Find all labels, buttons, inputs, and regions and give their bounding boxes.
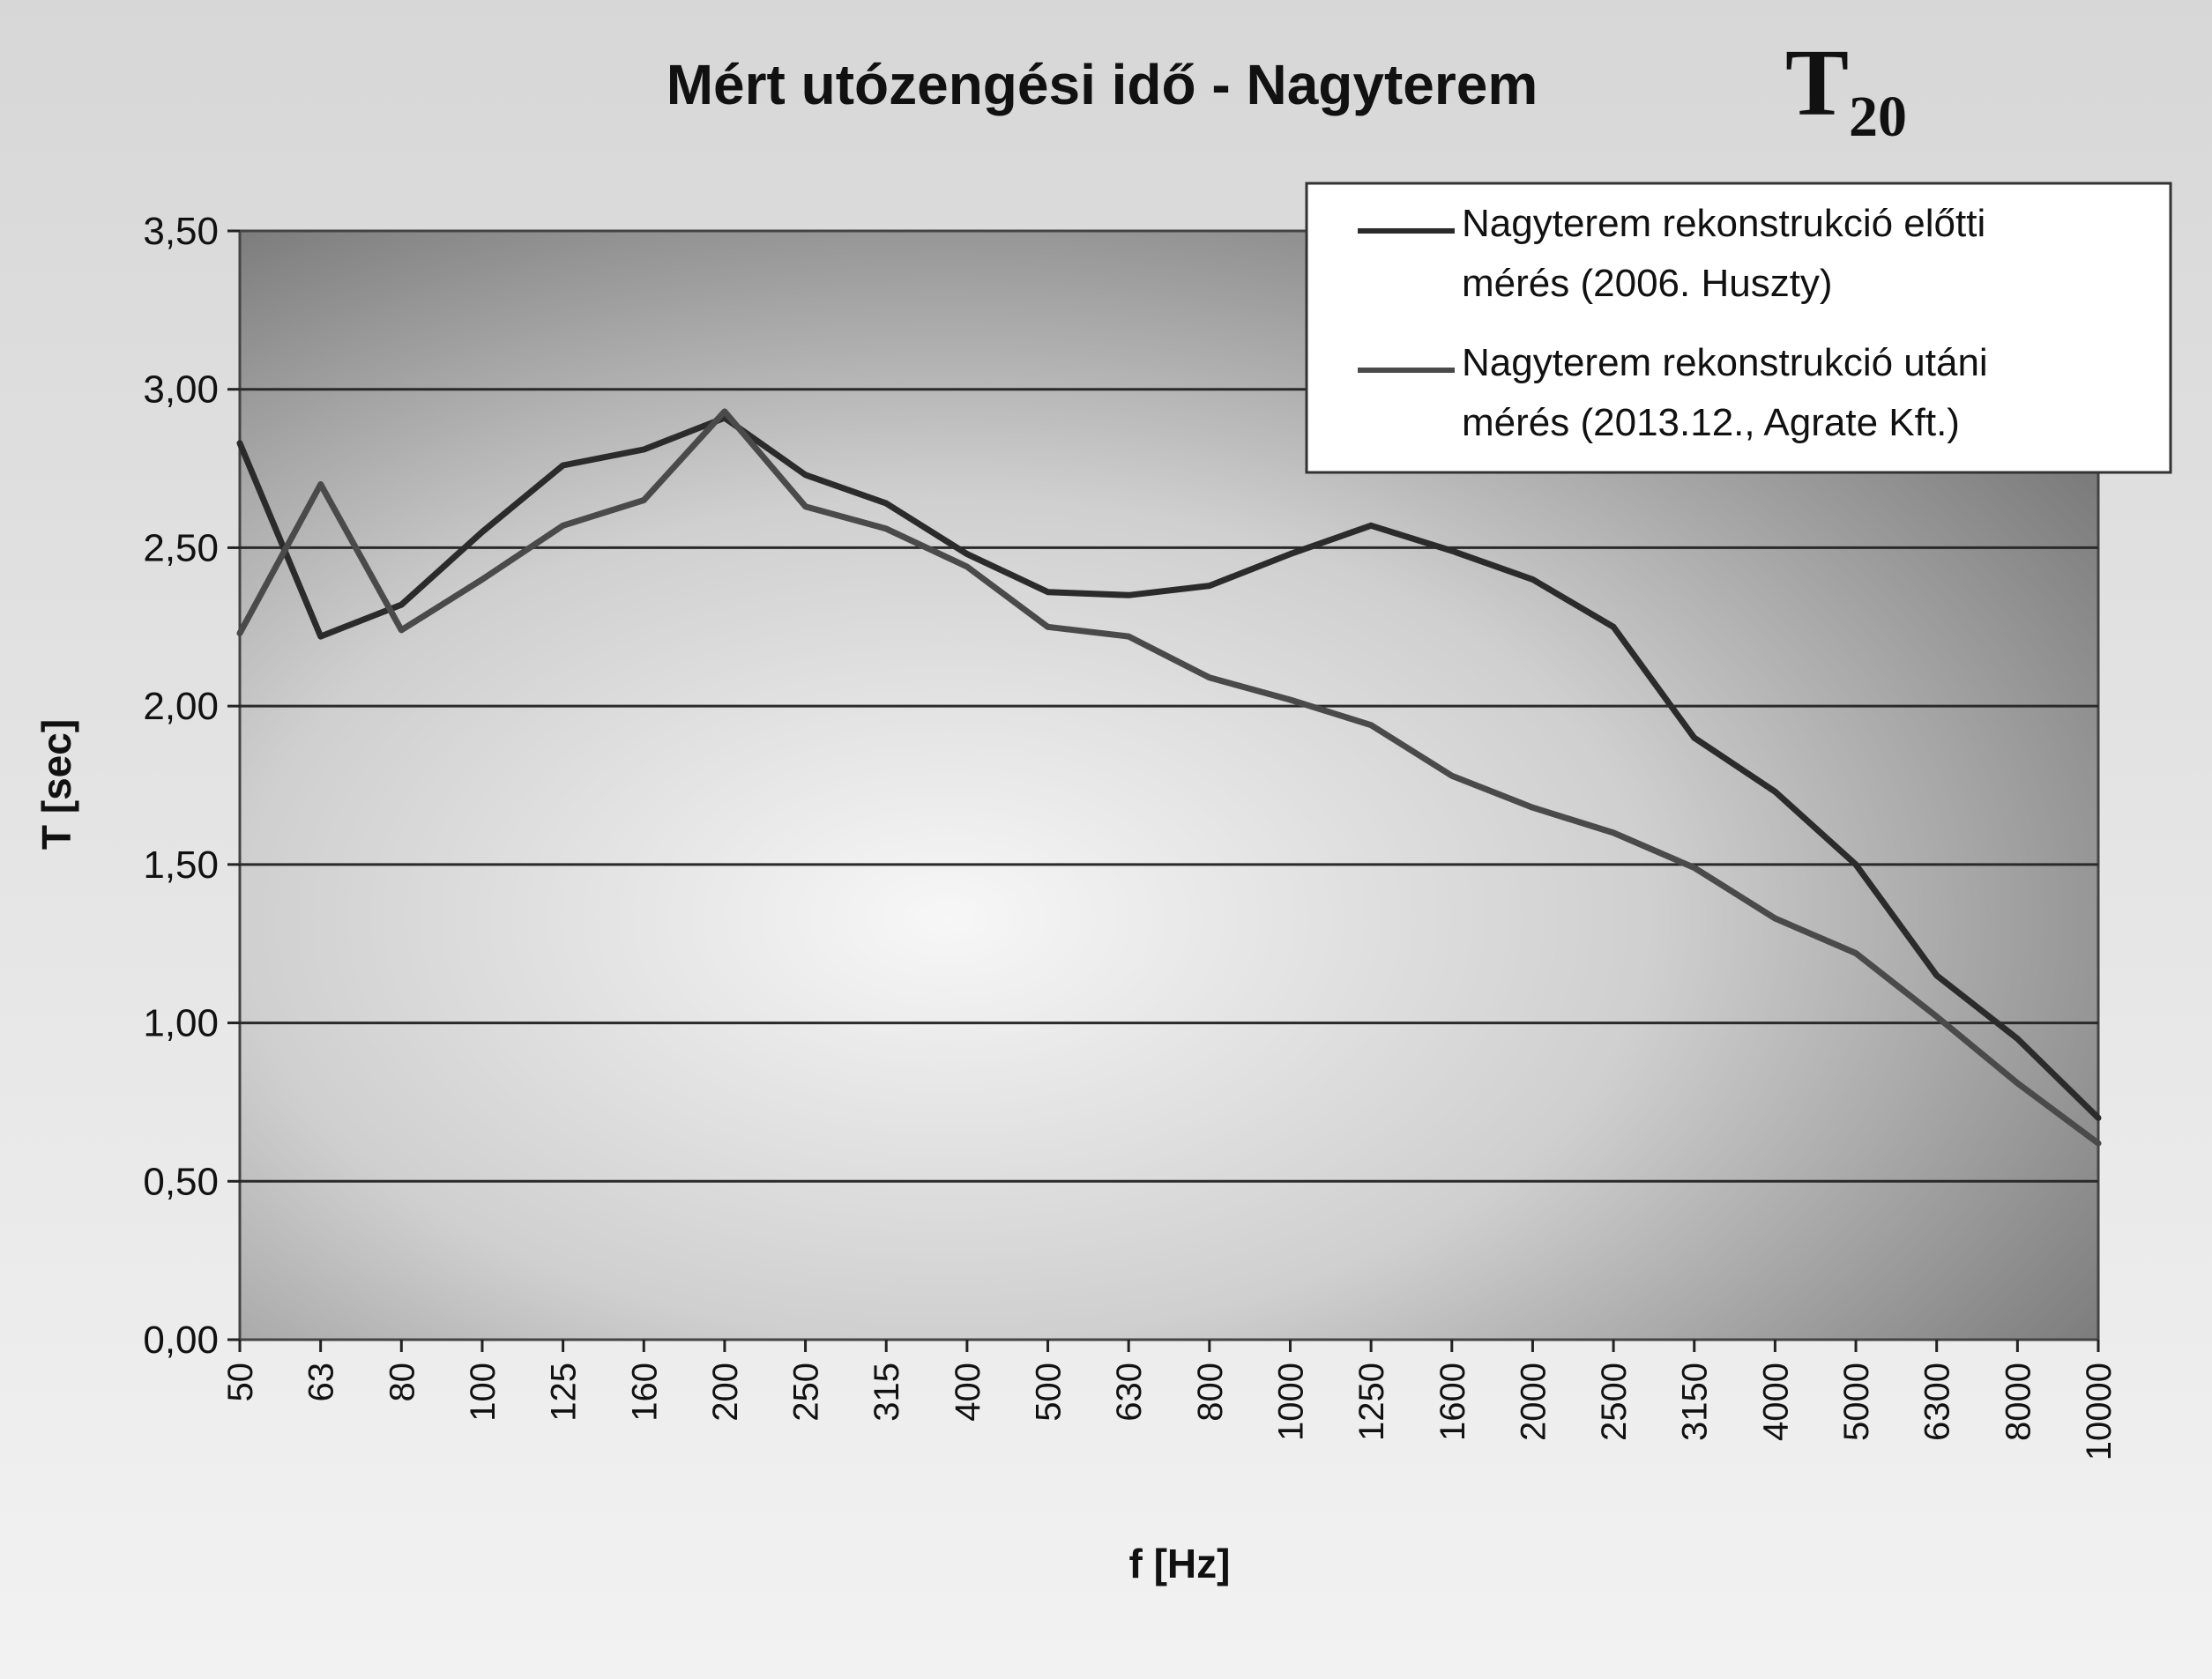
- y-axis-ticks: 0,00 0,50 1,00 1,50 2,00 2,50 3,00 3,50: [143, 210, 240, 1362]
- series-line-after: [236, 408, 2102, 1147]
- y-tick-label: 1,00: [143, 1002, 219, 1045]
- series-line-before: [236, 414, 2102, 1121]
- x-tick-label: 2500: [1595, 1363, 1634, 1441]
- legend-label-after-line2: mérés (2013.12., Agrate Kft.): [1462, 401, 1960, 444]
- x-tick-label: 1600: [1434, 1363, 1472, 1441]
- y-axis-label: T [sec]: [34, 719, 79, 850]
- t20-subscript: 20: [1849, 85, 1907, 149]
- y-tick-label: 1,50: [143, 843, 219, 887]
- x-tick-label: 100: [464, 1363, 503, 1422]
- x-tick-label: 800: [1191, 1363, 1230, 1422]
- x-tick-label: 500: [1030, 1363, 1069, 1422]
- x-tick-label: 80: [383, 1363, 421, 1402]
- y-tick-label: 0,50: [143, 1160, 219, 1203]
- x-tick-label: 6300: [1918, 1363, 1957, 1441]
- y-tick-label: 3,50: [143, 210, 219, 253]
- t20-label: T20: [1785, 31, 1907, 149]
- x-tick-label: 250: [787, 1363, 826, 1422]
- x-tick-label: 630: [1110, 1363, 1149, 1422]
- x-tick-label: 5000: [1837, 1363, 1876, 1441]
- x-tick-label: 3150: [1676, 1363, 1715, 1441]
- y-tick-label: 2,50: [143, 526, 219, 569]
- legend-label-before-line1: Nagyterem rekonstrukció előtti: [1462, 202, 1985, 245]
- x-tick-label: 50: [221, 1363, 260, 1402]
- x-tick-label: 10000: [2080, 1363, 2119, 1460]
- x-tick-label: 8000: [1999, 1363, 2037, 1441]
- x-tick-label: 160: [625, 1363, 664, 1422]
- x-tick-label: 2000: [1514, 1363, 1553, 1441]
- series-lines: [236, 408, 2102, 1147]
- x-axis-ticks: 50 63 80 100 125 160 200 250 315 400 500 630 800 1000…: [221, 1340, 2119, 1460]
- t20-main: T: [1785, 31, 1849, 136]
- x-axis-label: f [Hz]: [1129, 1541, 1231, 1586]
- y-tick-label: 3,00: [143, 368, 219, 412]
- x-tick-label: 1250: [1352, 1363, 1391, 1441]
- gridlines: [240, 388, 2098, 1183]
- y-tick-label: 2,00: [143, 685, 219, 728]
- x-tick-label: 125: [545, 1363, 584, 1422]
- x-tick-label: 400: [949, 1363, 987, 1422]
- x-tick-label: 315: [868, 1363, 906, 1422]
- x-tick-label: 200: [706, 1363, 745, 1422]
- x-tick-label: 4000: [1756, 1363, 1795, 1441]
- legend: Nagyterem rekonstrukció előtti mérés (20…: [1305, 182, 2172, 474]
- chart-title: Mért utózengési idő - Nagyterem: [667, 53, 1538, 116]
- x-tick-label: 1000: [1271, 1363, 1310, 1441]
- legend-label-after-line1: Nagyterem rekonstrukció utáni: [1462, 341, 1988, 384]
- y-tick-label: 0,00: [143, 1319, 219, 1362]
- x-tick-label: 63: [302, 1363, 341, 1402]
- legend-label-before-line2: mérés (2006. Huszty): [1462, 262, 1833, 305]
